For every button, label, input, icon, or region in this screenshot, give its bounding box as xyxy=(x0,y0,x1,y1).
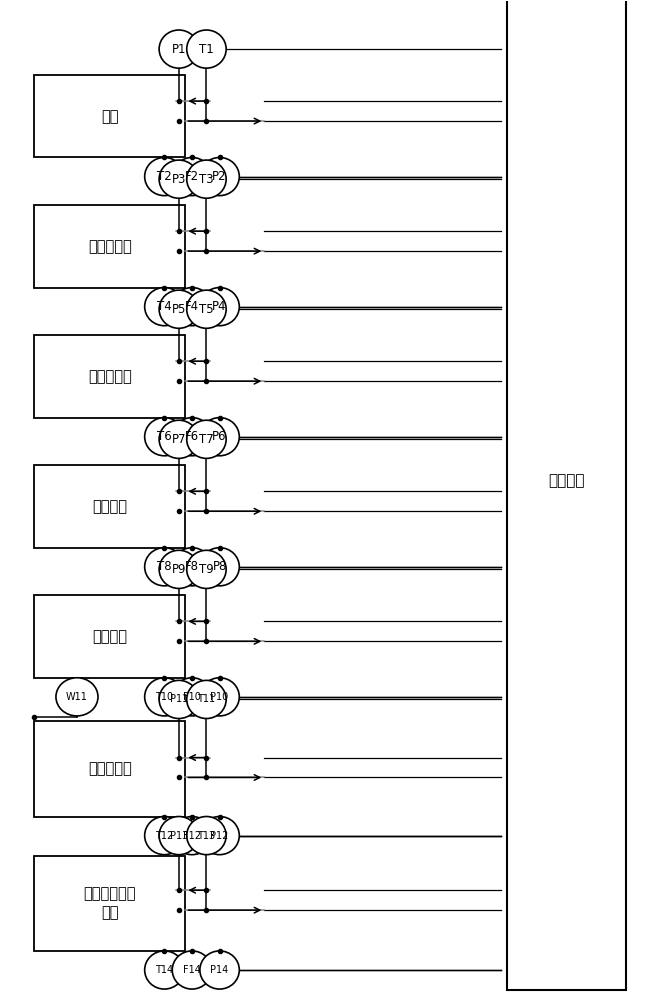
Ellipse shape xyxy=(187,550,226,588)
Text: T4: T4 xyxy=(157,300,172,313)
Ellipse shape xyxy=(145,157,184,196)
Text: P11: P11 xyxy=(170,694,188,704)
Ellipse shape xyxy=(200,157,240,196)
FancyBboxPatch shape xyxy=(508,0,626,990)
Ellipse shape xyxy=(159,680,199,719)
Text: T8: T8 xyxy=(157,560,172,573)
Ellipse shape xyxy=(145,288,184,326)
Text: F12: F12 xyxy=(183,831,201,841)
Ellipse shape xyxy=(187,817,226,855)
Ellipse shape xyxy=(187,420,226,458)
Text: T10: T10 xyxy=(155,692,174,702)
Text: T13: T13 xyxy=(197,831,216,841)
Text: 电堆: 电堆 xyxy=(101,109,119,124)
Text: T11: T11 xyxy=(197,694,216,704)
Ellipse shape xyxy=(172,548,212,586)
FancyBboxPatch shape xyxy=(34,465,185,548)
Ellipse shape xyxy=(187,30,226,68)
Text: F4: F4 xyxy=(185,300,199,313)
Text: 数采模块: 数采模块 xyxy=(548,473,585,488)
Text: T3: T3 xyxy=(199,173,214,186)
FancyBboxPatch shape xyxy=(34,205,185,288)
Text: F6: F6 xyxy=(185,430,199,443)
Text: P3: P3 xyxy=(172,173,186,186)
Ellipse shape xyxy=(56,678,98,716)
Text: F10: F10 xyxy=(183,692,201,702)
Ellipse shape xyxy=(145,678,184,716)
Ellipse shape xyxy=(159,30,199,68)
FancyBboxPatch shape xyxy=(34,856,185,951)
Text: F2: F2 xyxy=(185,170,199,183)
Ellipse shape xyxy=(187,290,226,328)
Text: T1: T1 xyxy=(199,43,214,56)
Text: W11: W11 xyxy=(66,692,88,702)
Ellipse shape xyxy=(200,288,240,326)
Ellipse shape xyxy=(159,550,199,588)
FancyBboxPatch shape xyxy=(34,721,185,817)
Ellipse shape xyxy=(200,817,240,855)
Ellipse shape xyxy=(145,548,184,586)
Text: P5: P5 xyxy=(172,303,186,316)
Ellipse shape xyxy=(172,418,212,456)
Ellipse shape xyxy=(172,288,212,326)
Ellipse shape xyxy=(172,678,212,716)
Text: F14: F14 xyxy=(183,965,201,975)
FancyBboxPatch shape xyxy=(34,595,185,678)
Text: P1: P1 xyxy=(172,43,186,56)
Ellipse shape xyxy=(159,420,199,458)
Ellipse shape xyxy=(145,951,184,989)
Text: P7: P7 xyxy=(172,433,186,446)
Ellipse shape xyxy=(145,817,184,855)
Text: P10: P10 xyxy=(211,692,229,702)
Ellipse shape xyxy=(200,951,240,989)
Text: P13: P13 xyxy=(170,831,188,841)
Text: P9: P9 xyxy=(172,563,186,576)
Text: T6: T6 xyxy=(157,430,172,443)
Text: T5: T5 xyxy=(199,303,214,316)
Text: T9: T9 xyxy=(199,563,214,576)
Text: P2: P2 xyxy=(213,170,227,183)
Text: T14: T14 xyxy=(155,965,174,975)
Ellipse shape xyxy=(145,418,184,456)
Text: T7: T7 xyxy=(199,433,214,446)
Text: 电堆水泵: 电堆水泵 xyxy=(92,629,127,644)
Ellipse shape xyxy=(200,678,240,716)
Ellipse shape xyxy=(172,817,212,855)
Ellipse shape xyxy=(172,157,212,196)
Ellipse shape xyxy=(187,680,226,719)
Text: T12: T12 xyxy=(155,831,174,841)
Ellipse shape xyxy=(187,160,226,198)
Text: T2: T2 xyxy=(157,170,172,183)
Text: 空气压缩机: 空气压缩机 xyxy=(88,239,132,254)
Text: P12: P12 xyxy=(211,831,229,841)
FancyBboxPatch shape xyxy=(34,75,185,157)
Ellipse shape xyxy=(172,951,212,989)
Ellipse shape xyxy=(159,290,199,328)
Text: P14: P14 xyxy=(211,965,229,975)
FancyBboxPatch shape xyxy=(34,335,185,418)
Text: 去离子器: 去离子器 xyxy=(92,499,127,514)
Text: P4: P4 xyxy=(213,300,227,313)
Ellipse shape xyxy=(200,548,240,586)
Text: 电堆加热器: 电堆加热器 xyxy=(88,369,132,384)
Text: P8: P8 xyxy=(213,560,227,573)
Text: F8: F8 xyxy=(185,560,199,573)
Ellipse shape xyxy=(159,817,199,855)
Text: 其他电堆相关
部件: 其他电堆相关 部件 xyxy=(84,886,136,920)
Text: 电堆散热器: 电堆散热器 xyxy=(88,761,132,776)
Text: P6: P6 xyxy=(213,430,227,443)
Ellipse shape xyxy=(200,418,240,456)
Ellipse shape xyxy=(159,160,199,198)
